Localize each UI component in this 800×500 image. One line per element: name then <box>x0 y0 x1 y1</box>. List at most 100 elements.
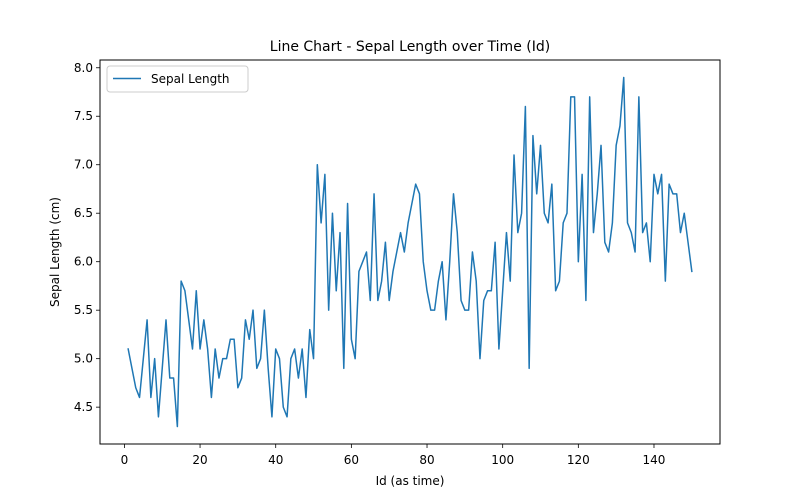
data-point <box>691 271 693 273</box>
data-point <box>173 377 175 379</box>
data-point <box>131 368 133 370</box>
x-axis-label: Id (as time) <box>376 474 445 488</box>
data-point <box>154 358 156 360</box>
data-point <box>305 397 307 399</box>
data-point <box>373 193 375 195</box>
data-point <box>260 358 262 360</box>
data-point <box>615 145 617 147</box>
legend-label: Sepal Length <box>151 72 230 86</box>
x-tick-label: 100 <box>491 453 514 467</box>
data-point <box>392 271 394 273</box>
data-point <box>286 416 288 418</box>
chart-title: Line Chart - Sepal Length over Time (Id) <box>270 39 550 55</box>
data-point <box>169 377 171 379</box>
data-point <box>192 348 194 350</box>
data-point <box>150 397 152 399</box>
data-point <box>422 261 424 263</box>
data-point <box>207 348 209 350</box>
data-point <box>400 232 402 234</box>
data-point <box>177 426 179 428</box>
data-point <box>551 183 553 185</box>
data-point <box>282 406 284 408</box>
data-point <box>434 309 436 311</box>
y-tick-label: 6.5 <box>74 206 93 220</box>
data-point <box>339 232 341 234</box>
data-point <box>430 309 432 311</box>
data-point <box>245 319 247 321</box>
data-point <box>653 174 655 176</box>
data-point <box>604 242 606 244</box>
data-point <box>248 338 250 340</box>
data-point <box>483 300 485 302</box>
data-point <box>267 368 269 370</box>
x-tick-label: 60 <box>344 453 359 467</box>
plot-background <box>100 60 720 444</box>
data-point <box>547 222 549 224</box>
data-point <box>354 358 356 360</box>
data-point <box>158 416 160 418</box>
data-point <box>279 358 281 360</box>
y-axis: 4.5 5.0 5.5 6.0 6.5 7.0 7.5 8.0 <box>74 61 100 414</box>
data-point <box>487 290 489 292</box>
data-point <box>369 300 371 302</box>
data-point <box>589 96 591 98</box>
data-point <box>630 232 632 234</box>
data-point <box>672 193 674 195</box>
data-point <box>570 96 572 98</box>
data-point <box>226 358 228 360</box>
data-point <box>317 164 319 166</box>
data-point <box>199 348 201 350</box>
data-point <box>491 290 493 292</box>
data-point <box>275 348 277 350</box>
x-tick-label: 80 <box>419 453 434 467</box>
data-point <box>358 271 360 273</box>
data-point <box>502 290 504 292</box>
data-point <box>264 309 266 311</box>
data-point <box>687 242 689 244</box>
data-point <box>665 280 667 282</box>
data-point <box>566 212 568 214</box>
data-point <box>612 222 614 224</box>
data-point <box>627 222 629 224</box>
data-point <box>494 242 496 244</box>
data-point <box>649 261 651 263</box>
data-point <box>385 242 387 244</box>
data-point <box>528 368 530 370</box>
data-point <box>525 106 527 108</box>
data-point <box>438 280 440 282</box>
data-point <box>396 251 398 253</box>
data-point <box>343 368 345 370</box>
x-tick-label: 0 <box>121 453 129 467</box>
series-line <box>127 76 693 428</box>
data-point <box>184 290 186 292</box>
data-point <box>377 300 379 302</box>
data-point <box>468 309 470 311</box>
data-point <box>578 261 580 263</box>
data-point <box>222 358 224 360</box>
data-point <box>426 290 428 292</box>
data-point <box>479 358 481 360</box>
data-point <box>195 290 197 292</box>
data-point <box>203 319 205 321</box>
data-point <box>271 416 273 418</box>
data-point <box>657 193 659 195</box>
data-point <box>214 348 216 350</box>
data-point <box>642 232 644 234</box>
data-point <box>593 232 595 234</box>
data-point <box>585 300 587 302</box>
data-point <box>161 368 163 370</box>
data-point <box>143 358 145 360</box>
data-point <box>419 193 421 195</box>
data-point <box>135 387 137 389</box>
data-point <box>351 338 353 340</box>
data-point <box>441 261 443 263</box>
data-point <box>218 377 220 379</box>
x-tick-label: 140 <box>643 453 666 467</box>
data-point <box>211 397 213 399</box>
data-point <box>661 174 663 176</box>
data-point <box>521 212 523 214</box>
legend: Sepal Length <box>106 65 249 93</box>
plot-area <box>99 59 721 445</box>
data-point <box>404 251 406 253</box>
data-point <box>638 96 640 98</box>
